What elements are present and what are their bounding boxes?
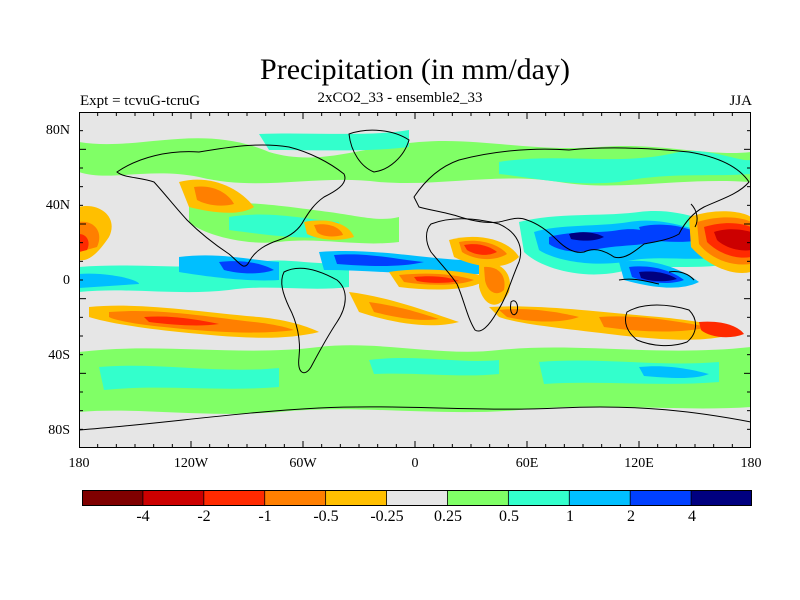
colorbar-box (386, 490, 449, 506)
map-ticks (79, 112, 751, 448)
colorbar-box (629, 490, 692, 506)
lon-label-180-east: 180 (740, 456, 762, 471)
lon-label-60e: 60E (515, 456, 539, 471)
colorbar-label-7: 0.5 (499, 508, 519, 525)
season-label: JJA (729, 93, 752, 109)
lon-label-60w: 60W (289, 456, 317, 471)
lon-label-120w: 120W (173, 456, 209, 471)
chart-subtitle: 2xCO2_33 - ensemble2_33 (317, 90, 483, 106)
coastlines (79, 129, 751, 431)
colorbar-label-8: 1 (566, 508, 574, 525)
colorbar-label-4: -0.5 (313, 508, 339, 525)
experiment-label: Expt = tcvuG-tcruG (80, 93, 201, 109)
colorbar-label-5: -0.25 (370, 508, 404, 525)
colorbar-box (264, 490, 327, 506)
lon-label-120e: 120E (624, 456, 654, 471)
colorbar-label-10: 4 (688, 508, 696, 525)
colorbar-label-3: -1 (258, 508, 272, 525)
colorbar-box (82, 490, 144, 506)
colorbar-label-2: -2 (197, 508, 211, 525)
colorbar-label-1: -4 (136, 508, 150, 525)
colorbar-label-6: 0.25 (434, 508, 462, 525)
colorbar-label-9: 2 (627, 508, 635, 525)
colorbar-box (142, 490, 205, 506)
lon-label-180-west: 180 (68, 456, 90, 471)
precip-fields (79, 130, 751, 414)
precipitation-map (79, 112, 751, 448)
lat-label-40n: 40N (45, 198, 70, 213)
colorbar-box (690, 490, 752, 506)
colorbar-box (568, 490, 632, 506)
map-svg (79, 112, 751, 448)
colorbar-box (447, 490, 510, 506)
lat-label-80s: 80S (48, 423, 70, 438)
chart-title: Precipitation (in mm/day) (260, 53, 570, 86)
lat-label-40s: 40S (48, 348, 70, 363)
lon-label-0: 0 (411, 456, 419, 471)
colorbar (82, 490, 752, 506)
lat-label-0: 0 (63, 273, 70, 288)
lat-label-80n: 80N (45, 123, 70, 138)
colorbar-box (203, 490, 266, 506)
colorbar-box (325, 490, 388, 506)
colorbar-box (507, 490, 571, 506)
